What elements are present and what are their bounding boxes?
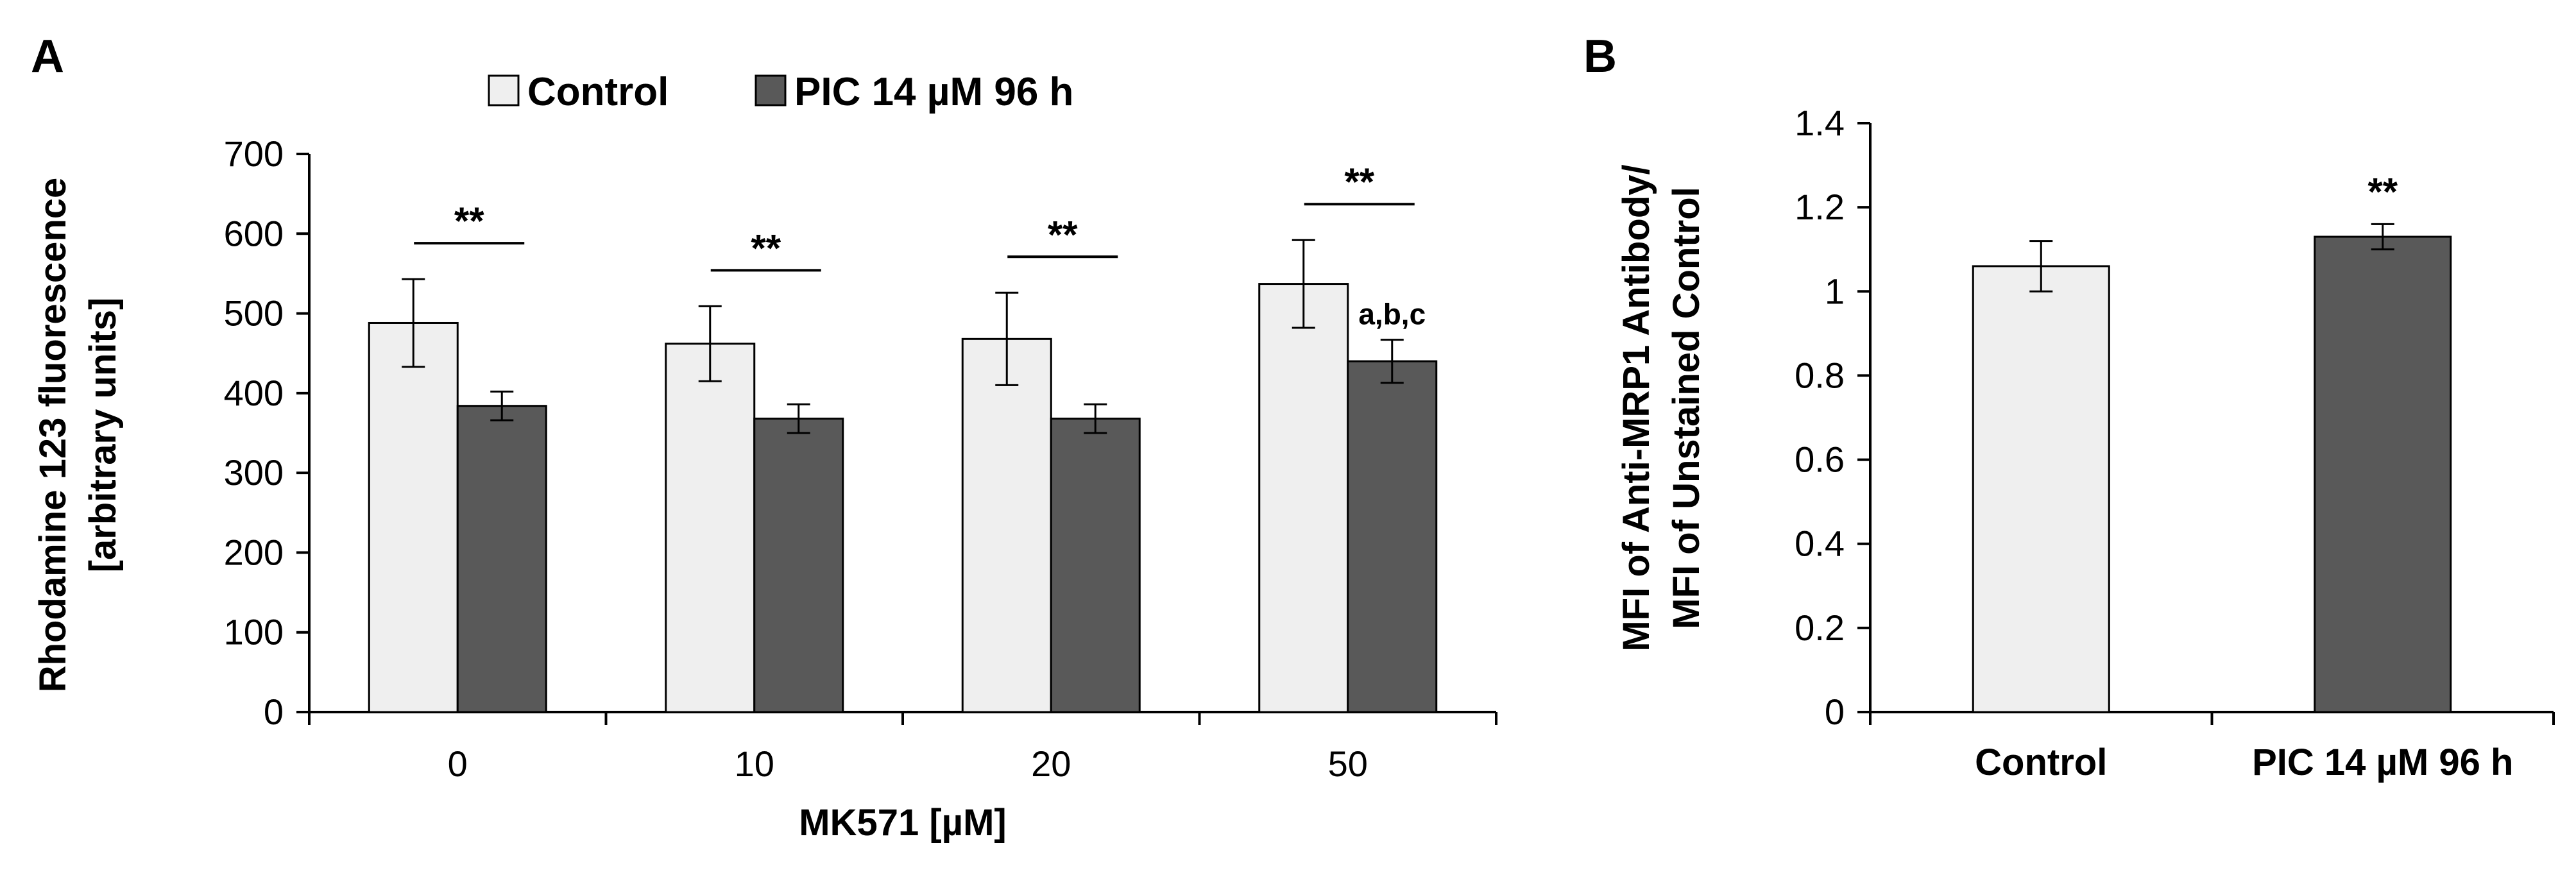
panel-b-plot: 0 0.2 0.4 0.6 0.8 1 1.2 1.4 Control PIC 14 µM 96 … <box>1795 103 2555 783</box>
significance-marker-a: ** <box>751 226 781 269</box>
legend-swatch-control <box>488 74 520 106</box>
panel-a-legend: Control PIC 14 µM 96 h <box>488 70 1073 114</box>
y-tick-label-b: 1.4 <box>1795 103 1845 143</box>
significance-marker-a: ** <box>1344 160 1374 203</box>
y-tick-label-b: 0.8 <box>1795 355 1845 395</box>
y-tick-label-b: 1 <box>1825 271 1845 311</box>
panel-a-ylabel: Rhodamine 123 fluorescence [arbitrary un… <box>32 178 124 693</box>
y-tick-label-b: 0.6 <box>1795 439 1845 480</box>
bar-pic-a <box>753 418 844 713</box>
bar-control-a <box>961 337 1052 713</box>
bar-pic-a <box>456 405 547 713</box>
annotation-abc: a,b,c <box>1358 298 1426 331</box>
y-tick-label-a: 100 <box>224 612 284 652</box>
y-axis-title-b-line2: MFI of Unstained Control <box>1666 187 1707 629</box>
y-tick-label-b: 0.4 <box>1795 523 1845 564</box>
y-tick-label-a: 300 <box>224 452 284 493</box>
bar-pic-b <box>2314 235 2452 713</box>
bar-control-a <box>368 321 459 713</box>
legend-swatch-pic <box>755 74 787 106</box>
y-tick-label-a: 500 <box>224 293 284 334</box>
y-axis-title-a-line2: [arbitrary units] <box>82 298 124 573</box>
legend-label-control: Control <box>527 70 669 114</box>
y-axis-title-a-line1: Rhodamine 123 fluorescence <box>32 178 74 693</box>
y-tick-label-a: 200 <box>224 532 284 572</box>
x-tick-label-a: 10 <box>735 743 774 784</box>
significance-marker-a: ** <box>1048 213 1078 256</box>
x-tick-label-a: 50 <box>1328 743 1368 784</box>
y-tick-label-b: 1.2 <box>1795 187 1845 227</box>
panel-b-label: B <box>1583 31 1617 82</box>
x-tick-label-a: 20 <box>1031 743 1071 784</box>
y-tick-label-a: 400 <box>224 373 284 413</box>
panel-a-label: A <box>31 31 64 82</box>
panel-a-plot: 0 100 200 300 400 500 600 700 0 ** 10 ** 20 ** 50 ** a,b… <box>224 133 1497 784</box>
x-axis-title-a: MK571 [µM] <box>799 802 1006 844</box>
bar-pic-a <box>1347 360 1438 713</box>
x-tick-label-b: PIC 14 µM 96 h <box>2252 742 2513 783</box>
panel-b-ylabel: MFI of Anti-MRP1 Antibody/ MFI of Unstai… <box>1616 164 1707 651</box>
y-tick-label-a: 0 <box>264 692 284 732</box>
legend-label-pic: PIC 14 µM 96 h <box>794 70 1073 114</box>
y-tick-label-b: 0.2 <box>1795 607 1845 648</box>
y-tick-label-a: 600 <box>224 213 284 253</box>
y-axis-title-b-line1: MFI of Anti-MRP1 Antibody/ <box>1616 164 1657 651</box>
bar-control-b <box>1972 265 2110 713</box>
y-tick-label-a: 700 <box>224 133 284 174</box>
bar-control-a <box>665 343 756 713</box>
bar-pic-a <box>1050 418 1141 713</box>
bar-control-a <box>1258 283 1349 713</box>
x-tick-label-b: Control <box>1975 742 2107 783</box>
x-tick-label-a: 0 <box>448 743 468 784</box>
significance-marker-a: ** <box>454 200 484 242</box>
significance-marker-b: ** <box>2367 170 2398 213</box>
y-tick-label-b: 0 <box>1825 692 1845 732</box>
